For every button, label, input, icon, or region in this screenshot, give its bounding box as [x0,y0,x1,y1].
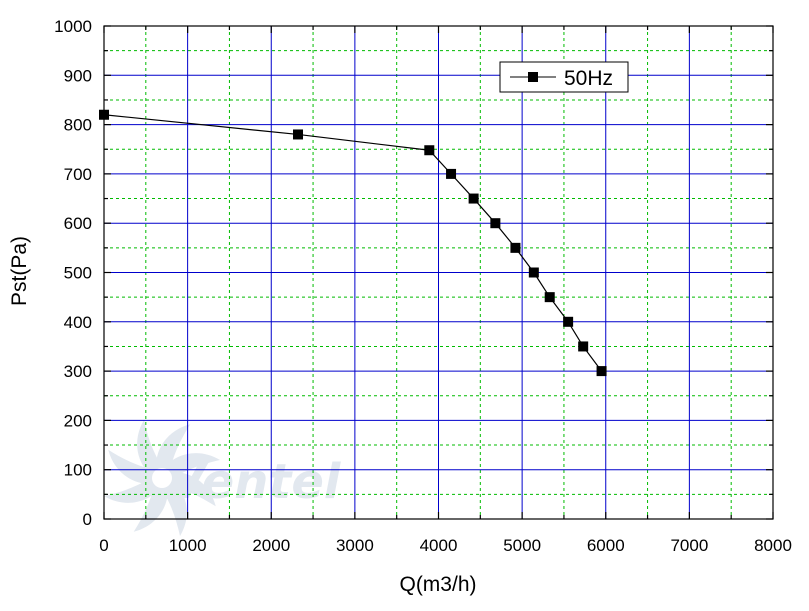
legend-marker [528,72,538,82]
fan-blade [108,449,161,484]
x-tick-label: 0 [99,536,108,555]
fan-blade [156,424,191,477]
data-point [563,316,574,327]
axis-ticks [103,25,774,520]
x-tick-labels: 0 1000 2000 3000 4000 5000 6000 7000 8000 [99,536,792,555]
y-tick-label: 300 [64,362,92,381]
y-tick-label: 100 [64,461,92,480]
legend-label: 50Hz [564,67,613,90]
x-tick-label: 1000 [169,536,207,555]
data-point [424,145,435,156]
x-tick-label: 4000 [420,536,458,555]
y-tick-labels: 0 100 200 300 400 500 600 700 800 900 1000 [54,17,92,529]
data-point [596,366,607,377]
y-tick-label: 500 [64,264,92,283]
x-tick-label: 6000 [587,536,625,555]
fan-blade [163,472,216,507]
y-tick-label: 0 [83,510,92,529]
data-point [578,341,589,352]
data-point [510,242,521,253]
data-point [99,109,109,120]
y-tick-label: 400 [64,313,92,332]
data-point [293,129,304,140]
x-tick-label: 2000 [252,536,290,555]
data-point [490,218,501,229]
legend: 50Hz [499,61,629,93]
data-point [468,193,479,204]
grid [104,26,773,519]
data-point [528,267,539,278]
series-50hz [99,109,607,377]
y-tick-label: 900 [64,66,92,85]
data-point [446,168,457,179]
x-tick-label: 8000 [754,536,792,555]
data-point [544,292,555,303]
y-tick-label: 200 [64,411,92,430]
fan-hub [152,468,172,488]
y-axis-title: Pst(Pa) [8,236,31,306]
y-tick-label: 1000 [54,17,92,36]
x-tick-label: 7000 [670,536,708,555]
watermark-text: Ventel [168,454,341,510]
y-tick-label: 700 [64,165,92,184]
y-tick-label: 800 [64,116,92,135]
series-line [103,114,603,372]
x-tick-label: 5000 [503,536,541,555]
y-tick-label: 600 [64,214,92,233]
x-tick-label: 3000 [336,536,374,555]
x-axis-title: Q(m3/h) [399,573,476,596]
